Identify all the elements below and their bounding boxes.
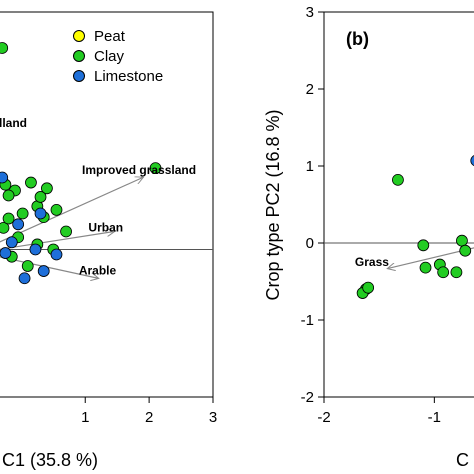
left-x-ticks (84, 397, 214, 403)
left-point-clay (25, 176, 37, 189)
right-y-ticks (318, 11, 324, 398)
right-plot-frame (323, 11, 474, 398)
left-point-clay (16, 207, 29, 220)
left-x-tick-label: 3 (209, 409, 217, 426)
right-y-tick-labels: -2 -1 0 1 2 3 (301, 4, 314, 406)
right-annotation-grass: Grass (355, 255, 389, 269)
right-x-tick-labels: -2 -1 (317, 409, 441, 426)
left-point-clay (41, 182, 53, 195)
left-vector-arrow (0, 178, 143, 243)
legend: Peat Clay Limestone (73, 28, 163, 85)
left-annotation-arable: Arable (79, 264, 117, 278)
legend-marker-peat (73, 30, 85, 42)
legend-marker-limestone (73, 70, 85, 82)
left-x-tick-label: 1 (81, 409, 89, 426)
right-point-clay (419, 261, 432, 274)
right-y-tick-label: -2 (301, 389, 314, 406)
right-points (356, 155, 474, 299)
legend-label-peat: Peat (94, 28, 126, 45)
right-annotations: Grass (355, 255, 389, 269)
legend-label-limestone: Limestone (94, 68, 163, 85)
right-point-clay (459, 244, 472, 257)
left-point-clay (2, 212, 15, 225)
left-vector-arrow (0, 231, 114, 250)
left-point-clay (21, 260, 34, 272)
right-point-clay (392, 173, 404, 186)
left-point-limestone (0, 247, 12, 259)
left-point-limestone (37, 265, 50, 277)
left-points (0, 42, 162, 285)
right-y-tick-label: 3 (306, 4, 314, 21)
right-y-axis-label: Crop type PC2 (16.8 %) (263, 109, 283, 300)
left-x-tick-labels: 1 2 3 (81, 409, 217, 426)
right-point-clay (450, 266, 463, 279)
left-point-limestone (12, 218, 25, 231)
left-annotation-urban: Urban (88, 220, 123, 234)
right-point-limestone (470, 155, 474, 167)
right-x-ticks (323, 397, 435, 403)
right-point-clay (437, 266, 450, 279)
right-x-tick-label: -1 (428, 409, 441, 426)
right-point-clay (362, 281, 375, 294)
left-point-clay (34, 191, 47, 203)
left-point-clay (2, 189, 15, 202)
left-point-clay (0, 42, 9, 54)
left-panel: 1 2 3 lland Improved grassland Urban Arable P… (0, 11, 217, 470)
right-x-tick-label: -2 (317, 409, 330, 426)
left-point-limestone (50, 248, 63, 261)
right-y-tick-label: 2 (306, 81, 314, 98)
left-plot-frame (0, 11, 214, 398)
left-point-limestone (18, 272, 31, 285)
left-annotation-lland: lland (0, 116, 27, 130)
left-point-limestone (5, 236, 18, 249)
left-point-limestone (0, 171, 9, 184)
left-x-axis-label: C1 (35.8 %) (2, 450, 98, 470)
left-point-limestone (29, 243, 42, 256)
legend-marker-clay (73, 50, 85, 62)
left-point-limestone (34, 207, 47, 220)
panel-label-b: (b) (346, 29, 369, 49)
right-point-clay (417, 239, 430, 252)
right-y-tick-label: 1 (306, 158, 314, 175)
right-y-tick-label: 0 (306, 235, 314, 252)
left-annotation-improved-grassland: Improved grassland (82, 163, 196, 177)
left-x-tick-label: 2 (145, 409, 153, 426)
left-point-clay (149, 162, 162, 175)
right-x-axis-label: C (456, 450, 469, 470)
right-point-clay (456, 234, 468, 247)
right-y-tick-label: -1 (301, 312, 314, 329)
left-point-clay (0, 221, 10, 234)
right-panel: -2 -1 0 1 2 3 -2 -1 Grass (b) Crop type PC2 (1… (263, 4, 474, 470)
left-point-clay (50, 203, 63, 216)
left-annotations: lland Improved grassland Urban Arable (0, 116, 196, 278)
legend-label-clay: Clay (94, 48, 125, 65)
left-point-clay (60, 225, 72, 238)
